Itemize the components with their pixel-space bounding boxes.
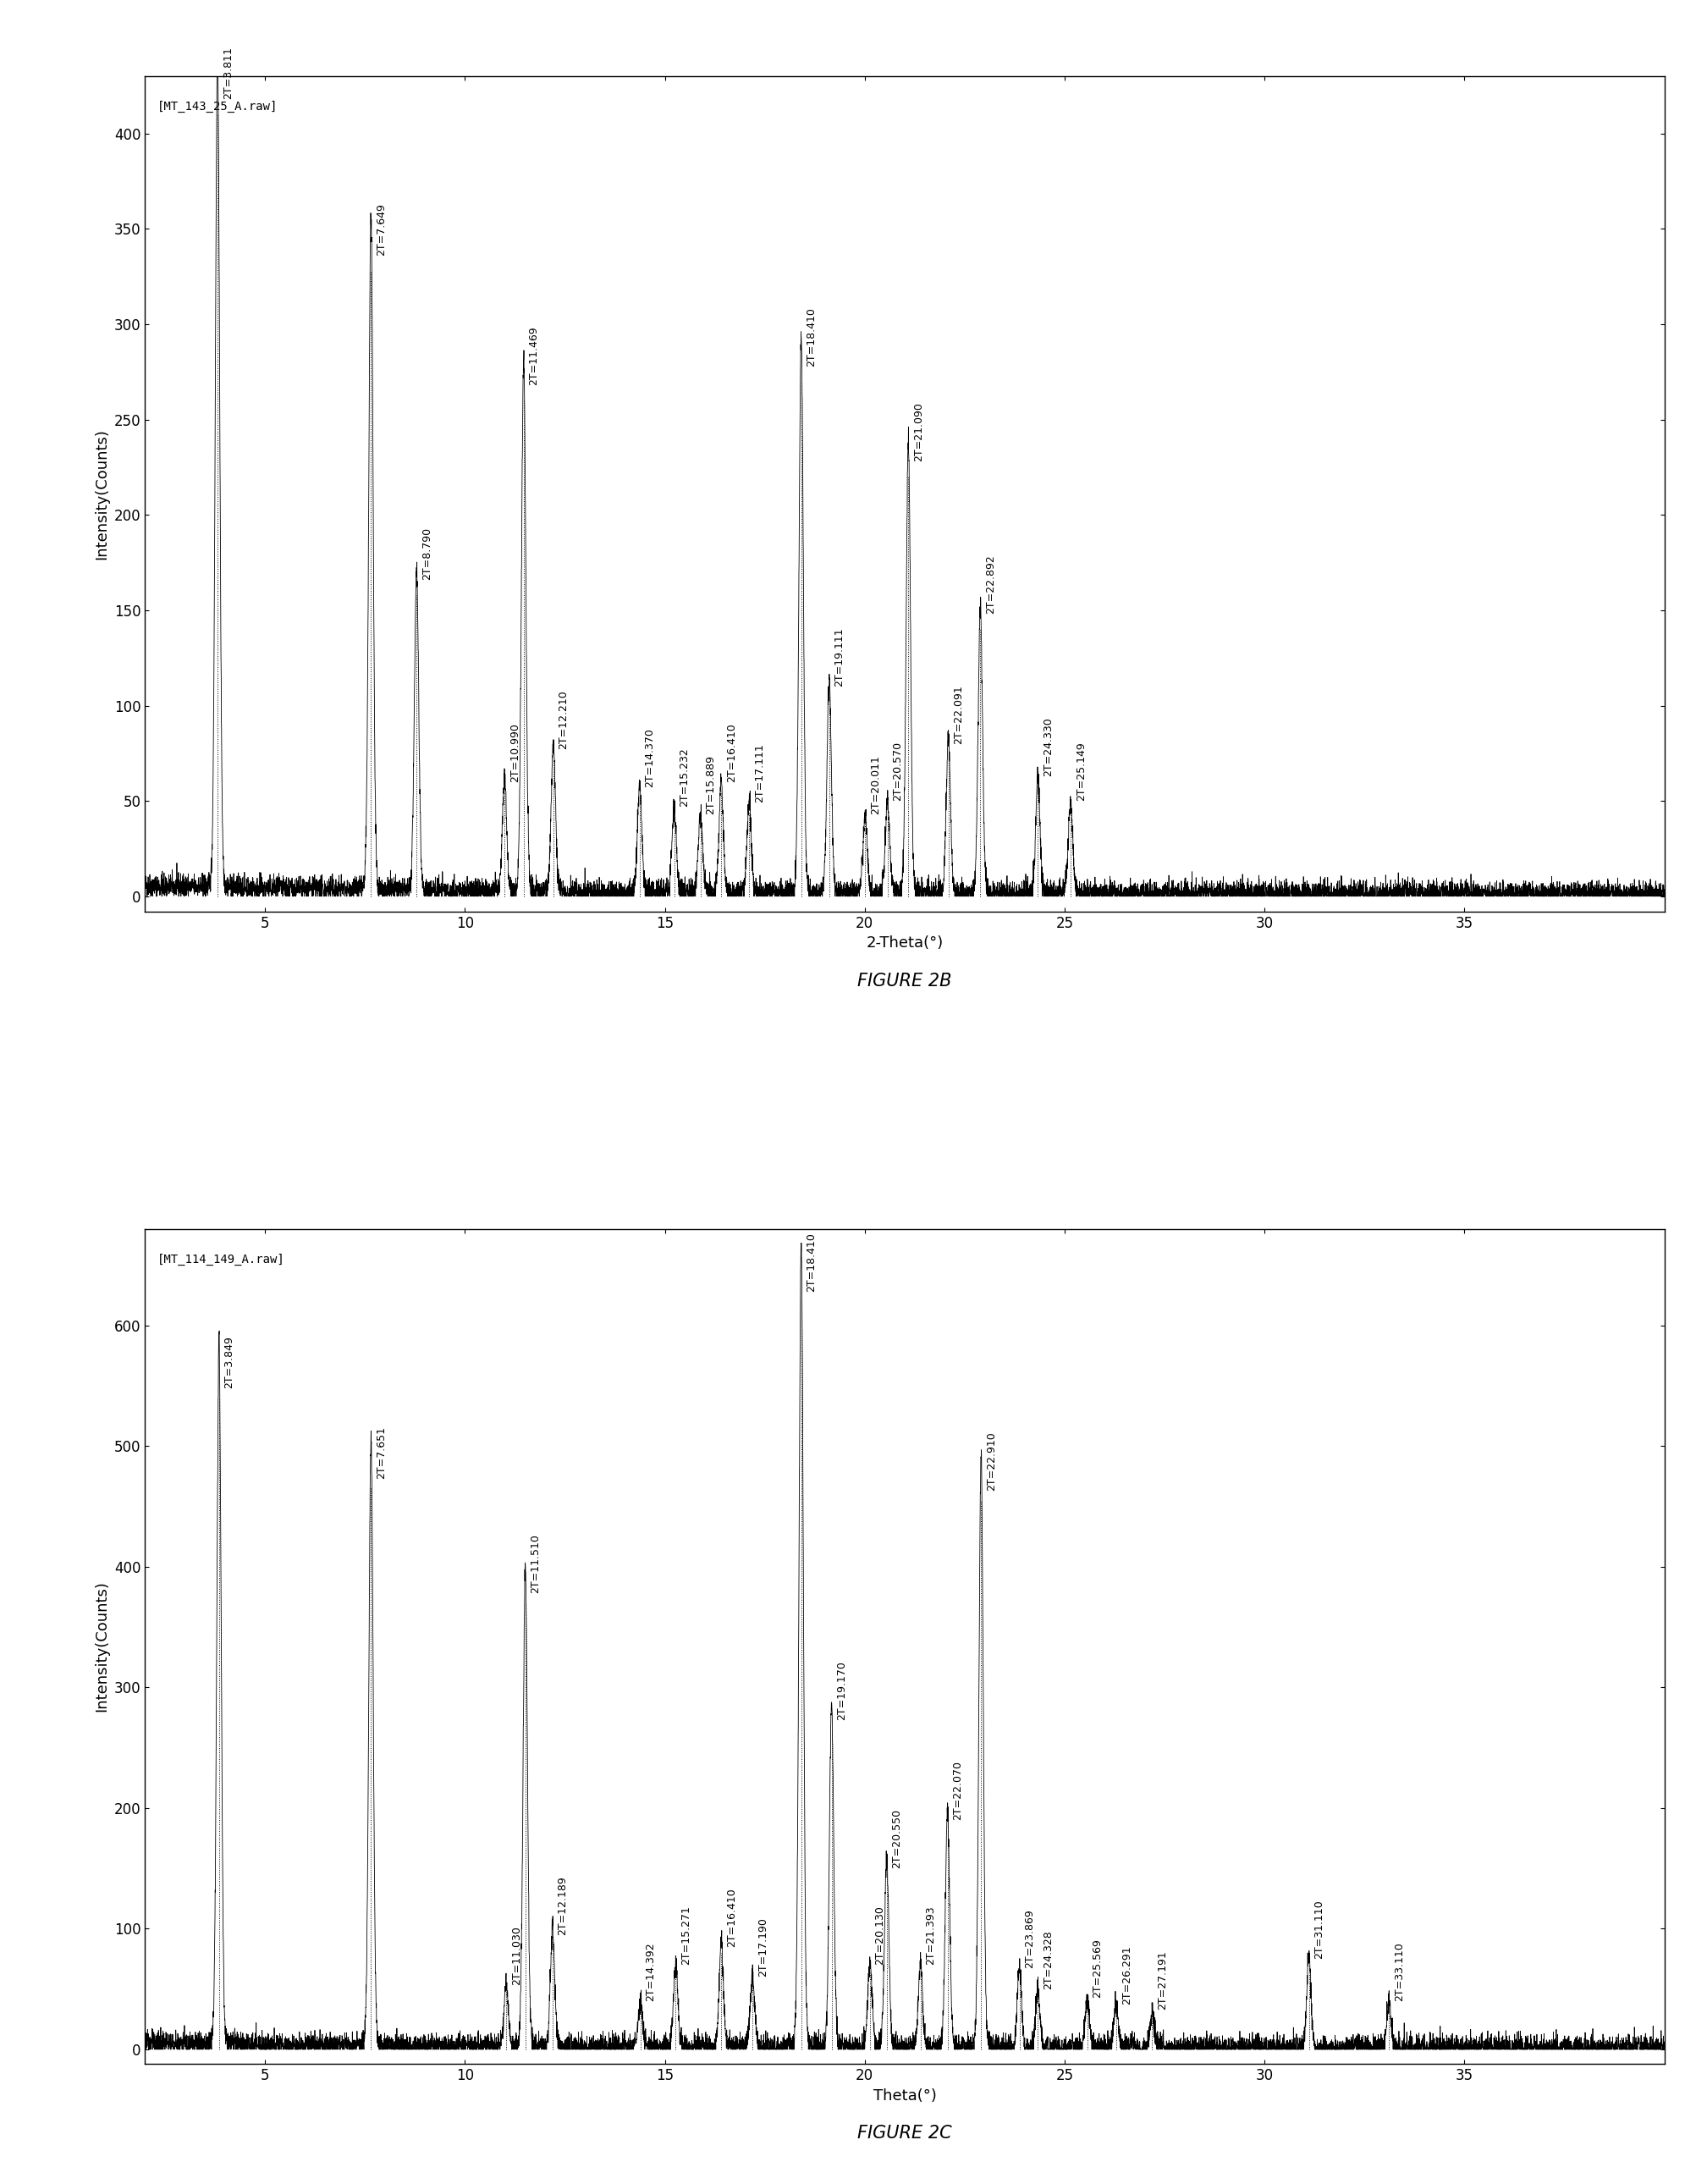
Text: [MT_114_149_A.raw]: [MT_114_149_A.raw] xyxy=(157,1254,285,1265)
Text: 2T=23.869: 2T=23.869 xyxy=(1024,1909,1034,1968)
Y-axis label: Intensity(Counts): Intensity(Counts) xyxy=(94,428,109,559)
Text: 2T=22.910: 2T=22.910 xyxy=(987,1433,997,1492)
Text: FIGURE 2C: FIGURE 2C xyxy=(857,2125,953,2143)
Text: 2T=10.990: 2T=10.990 xyxy=(509,723,521,782)
Text: 2T=11.469: 2T=11.469 xyxy=(529,325,539,384)
Text: 2T=21.393: 2T=21.393 xyxy=(925,1907,935,1966)
Text: 2T=14.392: 2T=14.392 xyxy=(645,1942,655,2001)
Text: 2T=11.030: 2T=11.030 xyxy=(510,1926,522,1985)
Text: 2T=18.410: 2T=18.410 xyxy=(806,308,818,367)
Text: 2T=18.410: 2T=18.410 xyxy=(806,1232,818,1291)
Text: 2T=26.291: 2T=26.291 xyxy=(1121,1946,1132,2005)
Text: 2T=7.651: 2T=7.651 xyxy=(376,1426,387,1479)
Text: 2T=25.149: 2T=25.149 xyxy=(1075,743,1086,802)
Text: 2T=15.271: 2T=15.271 xyxy=(681,1907,691,1966)
Text: 2T=21.090: 2T=21.090 xyxy=(913,402,923,461)
X-axis label: Theta(°): Theta(°) xyxy=(872,2088,937,2103)
X-axis label: 2-Theta(°): 2-Theta(°) xyxy=(865,935,944,950)
Text: FIGURE 2B: FIGURE 2B xyxy=(857,972,953,989)
Text: 2T=15.232: 2T=15.232 xyxy=(679,747,690,806)
Text: 2T=20.011: 2T=20.011 xyxy=(871,756,881,815)
Text: 2T=24.330: 2T=24.330 xyxy=(1043,716,1053,775)
Text: [MT_143_25_A.raw]: [MT_143_25_A.raw] xyxy=(157,100,278,114)
Text: 2T=11.510: 2T=11.510 xyxy=(531,1533,541,1594)
Text: 2T=3.849: 2T=3.849 xyxy=(224,1337,236,1389)
Text: 2T=17.190: 2T=17.190 xyxy=(758,1918,768,1977)
Y-axis label: Intensity(Counts): Intensity(Counts) xyxy=(94,1581,109,1712)
Text: 2T=20.130: 2T=20.130 xyxy=(874,1907,886,1966)
Text: 2T=20.550: 2T=20.550 xyxy=(891,1808,903,1867)
Text: 2T=20.570: 2T=20.570 xyxy=(893,743,903,802)
Text: 2T=19.111: 2T=19.111 xyxy=(835,627,845,686)
Text: 2T=15.889: 2T=15.889 xyxy=(705,756,717,815)
Text: 2T=12.189: 2T=12.189 xyxy=(556,1876,568,1935)
Text: 2T=22.892: 2T=22.892 xyxy=(985,555,997,614)
Text: 2T=12.210: 2T=12.210 xyxy=(558,690,568,749)
Text: 2T=31.110: 2T=31.110 xyxy=(1314,1900,1325,1959)
Text: 2T=19.170: 2T=19.170 xyxy=(836,1660,847,1721)
Text: 2T=25.569: 2T=25.569 xyxy=(1092,1939,1103,1998)
Text: 2T=16.410: 2T=16.410 xyxy=(725,723,737,782)
Text: 2T=27.191: 2T=27.191 xyxy=(1157,1950,1168,2009)
Text: 2T=16.410: 2T=16.410 xyxy=(725,1887,737,1946)
Text: 2T=22.070: 2T=22.070 xyxy=(953,1760,963,1819)
Text: 2T=17.111: 2T=17.111 xyxy=(754,745,765,804)
Text: 2T=14.370: 2T=14.370 xyxy=(645,729,655,788)
Text: 2T=24.328: 2T=24.328 xyxy=(1043,1931,1053,1990)
Text: 2T=33.110: 2T=33.110 xyxy=(1393,1942,1405,2001)
Text: 2T=22.091: 2T=22.091 xyxy=(953,684,964,745)
Text: 2T=7.649: 2T=7.649 xyxy=(376,203,387,256)
Text: 2T=3.811: 2T=3.811 xyxy=(222,46,234,98)
Text: 2T=8.790: 2T=8.790 xyxy=(422,526,432,579)
